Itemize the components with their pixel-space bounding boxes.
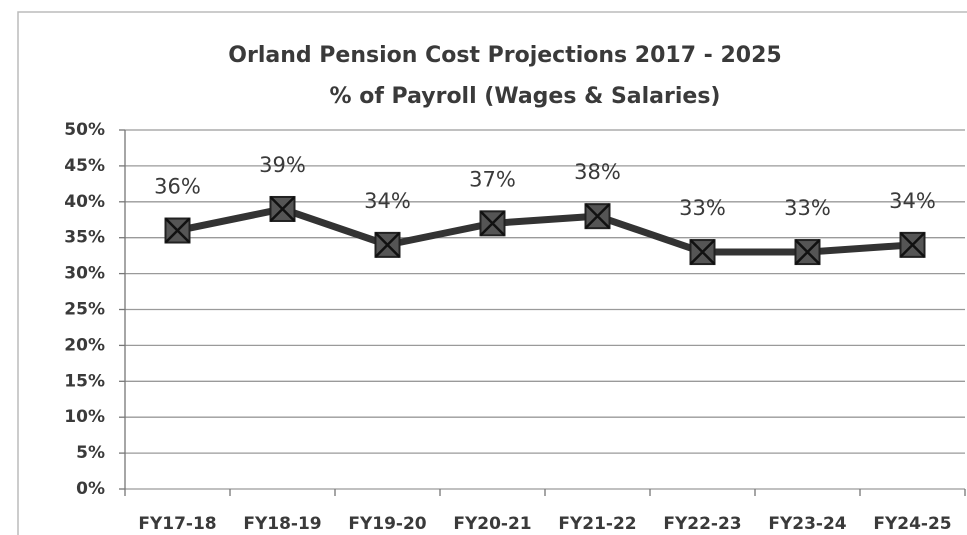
data-label: 39%	[259, 153, 306, 177]
marker-part	[899, 231, 926, 258]
marker	[584, 203, 611, 230]
y-tick-label: 45%	[64, 156, 105, 176]
marker-part	[584, 203, 611, 230]
y-tick-label: 35%	[64, 228, 105, 248]
data-label: 34%	[889, 189, 936, 213]
y-tick-label: 25%	[64, 300, 105, 320]
marker-part	[479, 210, 506, 237]
marker	[374, 231, 401, 258]
y-tick-label: 10%	[64, 407, 105, 427]
marker	[899, 231, 926, 258]
marker	[479, 210, 506, 237]
data-label: 33%	[784, 196, 831, 220]
marker	[794, 239, 821, 266]
data-label: 34%	[364, 189, 411, 213]
marker	[164, 217, 191, 244]
y-tick-label: 50%	[64, 120, 105, 140]
x-tick-label: FY24-25	[873, 514, 951, 534]
data-label: 33%	[679, 196, 726, 220]
x-tick-label: FY22-23	[663, 514, 741, 534]
data-label: 36%	[154, 175, 201, 199]
marker-part	[374, 231, 401, 258]
y-tick-label: 0%	[76, 479, 105, 499]
chart-title: Orland Pension Cost Projections 2017 - 2…	[228, 43, 781, 68]
x-tick-label: FY23-24	[768, 514, 846, 534]
x-tick-label: FY20-21	[453, 514, 531, 534]
data-label: 37%	[469, 167, 516, 191]
marker-part	[689, 239, 716, 265]
marker	[689, 239, 716, 266]
x-tick-label: FY17-18	[138, 514, 216, 534]
y-tick-label: 20%	[64, 335, 105, 355]
y-tick-label: 40%	[64, 192, 105, 212]
x-tick-label: FY21-22	[558, 514, 636, 534]
y-tick-label: 15%	[64, 371, 105, 391]
marker-part	[794, 239, 821, 265]
marker-part	[269, 196, 296, 222]
data-label: 38%	[574, 160, 621, 184]
y-tick-label: 30%	[64, 264, 105, 284]
chart-subtitle: % of Payroll (Wages & Salaries)	[330, 84, 721, 109]
marker-part	[164, 217, 191, 244]
x-tick-label: FY19-20	[348, 514, 426, 534]
chart-border	[17, 11, 967, 535]
x-tick-label: FY18-19	[243, 514, 321, 534]
marker	[269, 195, 296, 222]
data-line	[176, 205, 913, 256]
y-tick-label: 5%	[76, 443, 105, 463]
